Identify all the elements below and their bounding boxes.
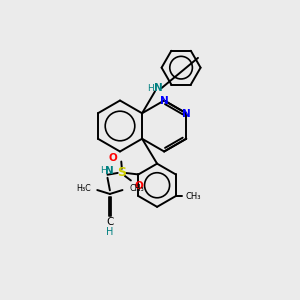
Text: C: C	[106, 217, 114, 227]
Text: H: H	[106, 227, 114, 237]
Text: CH₃: CH₃	[185, 192, 201, 201]
Text: O: O	[134, 181, 143, 191]
Text: N: N	[160, 95, 169, 106]
Text: CH₃: CH₃	[129, 184, 144, 193]
Text: S: S	[117, 167, 126, 179]
Text: N: N	[182, 109, 190, 119]
Text: N: N	[154, 83, 163, 93]
Text: H: H	[100, 166, 107, 175]
Text: H: H	[147, 83, 154, 92]
Text: N: N	[105, 166, 114, 176]
Text: O: O	[109, 153, 117, 163]
Text: H₃C: H₃C	[76, 184, 91, 193]
